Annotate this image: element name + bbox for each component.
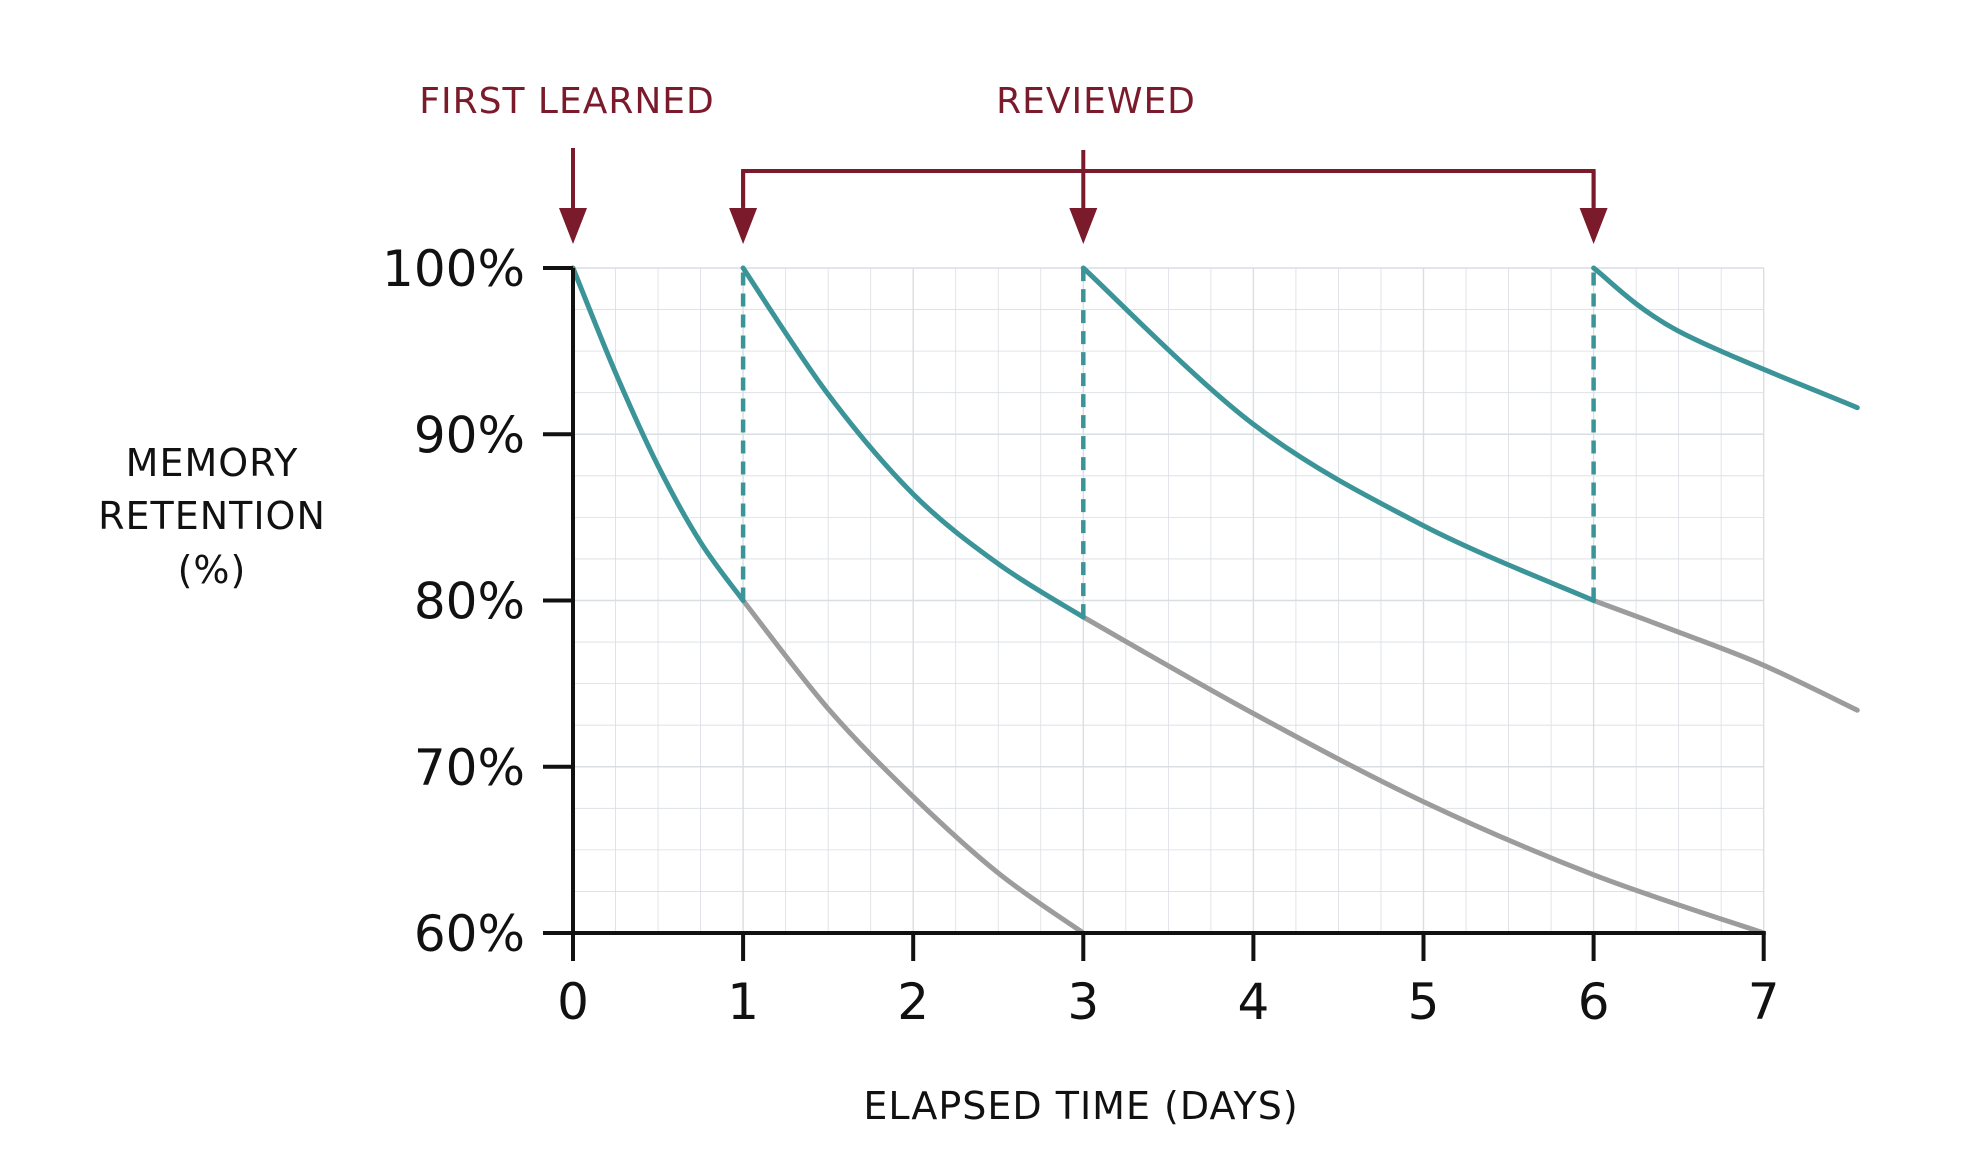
retention-curve — [1080, 265, 1597, 603]
x-tick-label: 6 — [1578, 973, 1610, 1031]
y-axis-title-line-1: MEMORY — [126, 441, 299, 485]
first-learned-arrow-head — [559, 208, 587, 244]
y-tick-label: 100% — [382, 240, 525, 298]
y-tick-label: 60% — [414, 905, 525, 963]
reviewed-arrow-head — [1069, 208, 1098, 244]
y-tick-label: 90% — [414, 406, 525, 464]
retention-curve — [1591, 265, 1860, 411]
reviewed-label: REVIEWED — [996, 81, 1196, 122]
axes: 60% 70% 80% 90% 100% 0 1 2 3 4 5 6 7 — [382, 240, 1780, 1031]
x-tick-label: 3 — [1067, 973, 1099, 1031]
y-axis-title-line-3: (%) — [178, 548, 247, 592]
x-tick-label: 5 — [1408, 973, 1440, 1031]
forgetting-curve — [1080, 614, 1767, 936]
x-tick-label: 7 — [1748, 973, 1780, 1031]
annotations: FIRST LEARNED REVIEWED — [419, 81, 1608, 244]
y-axis-title-line-2: RETENTION — [98, 494, 326, 538]
reviewed-bracket — [741, 169, 1596, 207]
forgetting-curve — [1591, 598, 1860, 713]
x-tick-label: 1 — [727, 973, 759, 1031]
reviewed-arrow-head — [729, 208, 758, 244]
retention-curve — [570, 265, 746, 603]
curves — [570, 265, 1860, 936]
forgetting-curve — [740, 598, 1086, 936]
x-axis-title: ELAPSED TIME (DAYS) — [863, 1084, 1298, 1128]
x-tick-label: 4 — [1237, 973, 1269, 1031]
y-tick-label: 70% — [414, 739, 525, 797]
first-learned-label: FIRST LEARNED — [419, 81, 714, 122]
x-tick-label: 2 — [897, 973, 929, 1031]
reviewed-arrow-head — [1579, 208, 1608, 244]
x-tick-label: 0 — [557, 973, 589, 1031]
grid — [573, 267, 1765, 933]
y-tick-label: 80% — [414, 573, 525, 631]
retention-curve — [740, 265, 1086, 620]
